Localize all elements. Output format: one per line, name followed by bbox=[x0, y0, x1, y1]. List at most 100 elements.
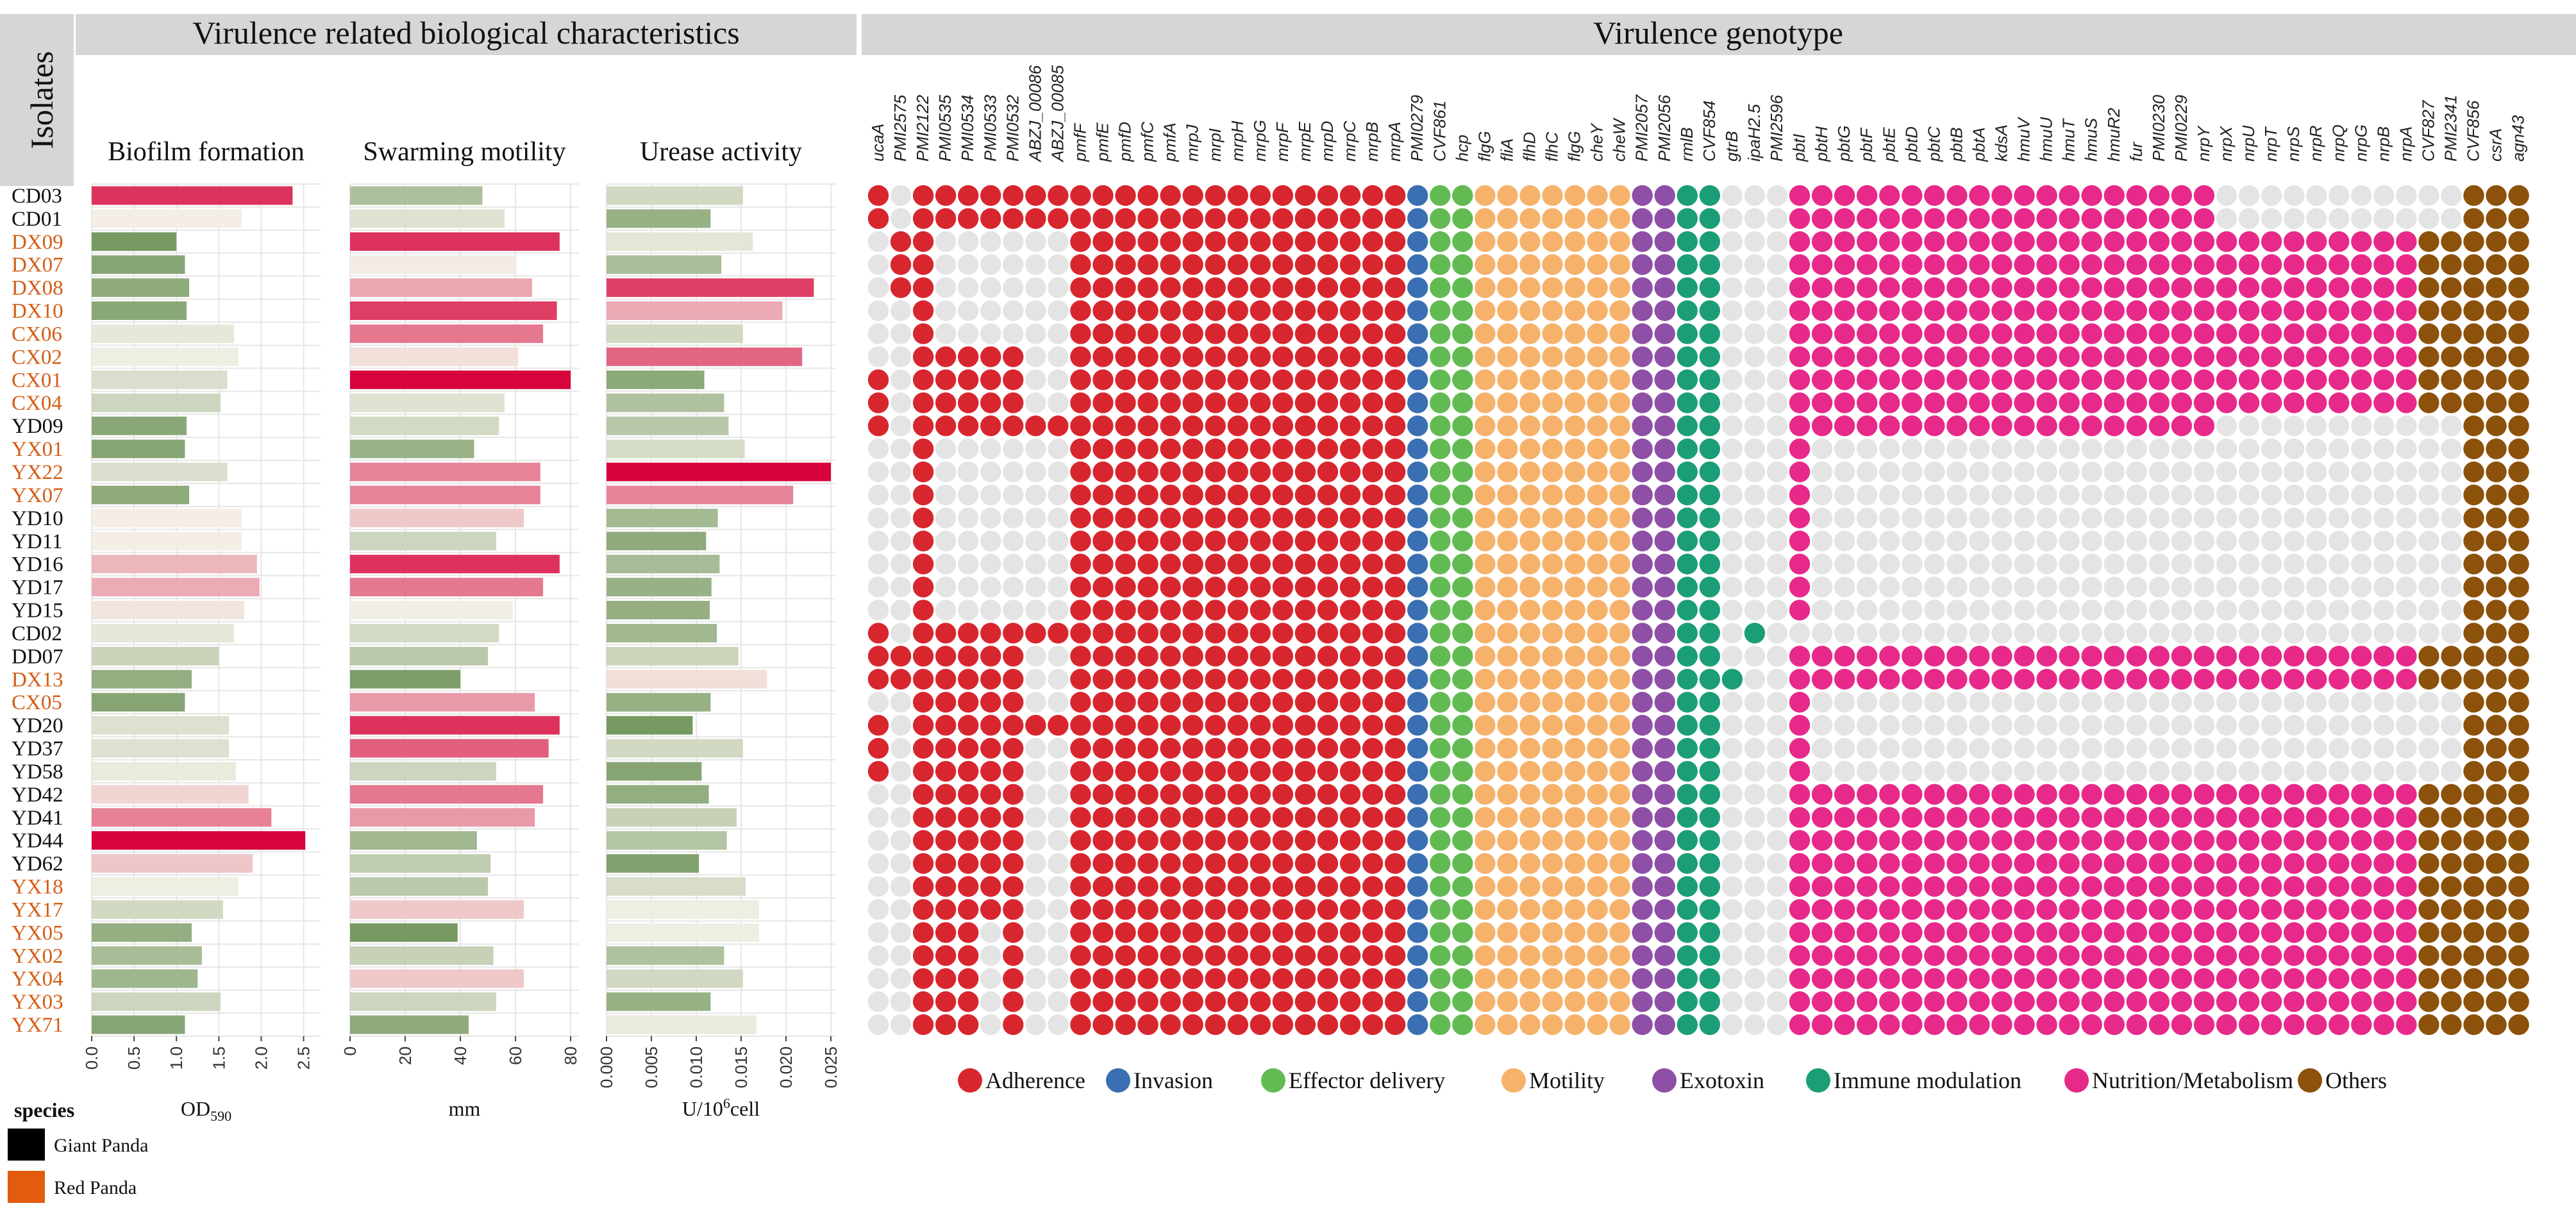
dot-CX06-nrpX bbox=[2216, 323, 2237, 344]
dot-YD10-PMI2596 bbox=[1766, 507, 1788, 529]
dot-CD01-CVF861 bbox=[1430, 208, 1451, 230]
dot-YD16-mrpG bbox=[1250, 553, 1271, 575]
dot-YD10-pbtD bbox=[1902, 507, 1923, 529]
dot-YX22-PMI0534 bbox=[958, 461, 979, 483]
dot-YD16-csrA bbox=[2486, 553, 2507, 575]
dot-YD17-PMI0535 bbox=[935, 576, 957, 598]
dot-YX17-PMI0535 bbox=[935, 899, 957, 920]
dot-CX06-PMI0532 bbox=[1003, 323, 1024, 344]
dot-YD37-PMI2341 bbox=[2441, 737, 2462, 759]
dot-YX03-nrpR bbox=[2306, 991, 2327, 1012]
dot-YD17-hmuV bbox=[2014, 576, 2035, 598]
dot-CX01-ABZJ_00085 bbox=[1048, 369, 1069, 390]
dot-DX10-gtrB bbox=[1721, 300, 1743, 321]
dot-CX01-mrpJ bbox=[1182, 369, 1203, 390]
dot-DX08-PMI0279 bbox=[1407, 277, 1428, 298]
dot-YX07-mrpG bbox=[1250, 484, 1271, 506]
dot-CX01-pbtC bbox=[1924, 369, 1945, 390]
dot-YD62-rmlB bbox=[1677, 853, 1698, 874]
dot-YX05-flgG bbox=[1475, 922, 1496, 943]
x-tick-label: 60 bbox=[506, 1046, 525, 1065]
dot-YX04-mrpA bbox=[1384, 968, 1406, 989]
dot-YD58-pbtD bbox=[1902, 760, 1923, 782]
dot-YD15-PMI0229 bbox=[2171, 600, 2193, 621]
dot-DX08-ABZJ_00086 bbox=[1025, 277, 1046, 298]
dot-YX03-CVF854 bbox=[1699, 991, 1721, 1012]
dot-CX05-flhD bbox=[1519, 692, 1541, 713]
dot-DX13-ipaH2.5 bbox=[1744, 669, 1766, 690]
dot-YD09-rmlB bbox=[1677, 415, 1698, 437]
dot-YD58-flgG bbox=[1564, 760, 1585, 782]
dot-DX08-mrpE bbox=[1294, 277, 1316, 298]
dot-CD02-rmlB bbox=[1677, 623, 1698, 644]
dot-CX04-mrpA bbox=[1384, 392, 1406, 414]
dot-YD37-pbtF bbox=[1857, 737, 1878, 759]
dot-YD15-ipaH2.5 bbox=[1744, 600, 1766, 621]
dot-DX09-flgG bbox=[1475, 231, 1496, 252]
dot-YD17-nrpR bbox=[2306, 576, 2327, 598]
dot-YD42-nrpG bbox=[2351, 784, 2372, 805]
dot-YD62-hmuV bbox=[2014, 853, 2035, 874]
dot-CX02-hmuT bbox=[2059, 346, 2080, 367]
dot-YD44-nrpR bbox=[2306, 830, 2327, 851]
dot-CD02-hmuU bbox=[2036, 623, 2057, 644]
dot-DD07-pbtF bbox=[1857, 646, 1878, 667]
dot-CX01-PMI0535 bbox=[935, 369, 957, 390]
bar-CD02 bbox=[350, 623, 499, 642]
dot-YD62-csrA bbox=[2486, 853, 2507, 874]
bar-CX01 bbox=[350, 370, 571, 389]
gene-label-pmfE: pmfE bbox=[1093, 122, 1112, 162]
dot-CX02-mrpG bbox=[1250, 346, 1271, 367]
dot-DX13-hcp bbox=[1452, 669, 1473, 690]
dot-DX10-mrpH bbox=[1227, 300, 1249, 321]
dot-CD01-PMI0533 bbox=[980, 208, 1001, 230]
dot-DX10-ABZJ_00086 bbox=[1025, 300, 1046, 321]
dot-YD11-nrpR bbox=[2306, 530, 2327, 551]
dot-YX07-fliA bbox=[1497, 484, 1518, 506]
dot-YX17-nrpR bbox=[2306, 899, 2327, 920]
dot-YX18-PMI2596 bbox=[1766, 876, 1788, 897]
dot-CX05-mrpF bbox=[1272, 692, 1294, 713]
dot-YD17-CVF861 bbox=[1430, 576, 1451, 598]
isolate-label-CX02: CX02 bbox=[12, 346, 62, 369]
dot-CD02-hmuT bbox=[2059, 623, 2080, 644]
dot-YX07-nrpS bbox=[2283, 484, 2305, 506]
dot-YX03-ABZJ_00085 bbox=[1048, 991, 1069, 1012]
bar-DX13 bbox=[350, 669, 461, 689]
dot-DX07-pmfA bbox=[1160, 254, 1181, 275]
dot-YX02-fur bbox=[2126, 945, 2147, 966]
dot-YD15-mrpI bbox=[1205, 600, 1226, 621]
dot-YX05-cheY bbox=[1587, 922, 1608, 943]
dot-YD20-nrpR bbox=[2306, 714, 2327, 736]
dot-DX10-PMI0229 bbox=[2171, 300, 2193, 321]
dot-YD58-nrpB bbox=[2373, 760, 2395, 782]
legend-dot-1 bbox=[1106, 1068, 1130, 1093]
dot-DX09-flhD bbox=[1519, 231, 1541, 252]
dot-DD07-mrpJ bbox=[1182, 646, 1203, 667]
dot-YX71-nrpU bbox=[2238, 1014, 2260, 1036]
dot-YX22-flgG bbox=[1475, 461, 1496, 483]
dot-YD62-ABZJ_00086 bbox=[1025, 853, 1046, 874]
dot-YX04-hmuR2 bbox=[2103, 968, 2125, 989]
dot-YD16-PMI0533 bbox=[980, 553, 1001, 575]
dot-CX02-CVF854 bbox=[1699, 346, 1721, 367]
dot-DX08-fliA bbox=[1497, 277, 1518, 298]
dot-CX02-flgG bbox=[1564, 346, 1585, 367]
dot-YX22-PMI0535 bbox=[935, 461, 957, 483]
dot-DX13-kdsA bbox=[1991, 669, 2012, 690]
dot-YX02-PMI0279 bbox=[1407, 945, 1428, 966]
dot-YD15-pmfC bbox=[1137, 600, 1158, 621]
dot-YD58-mrpA bbox=[1384, 760, 1406, 782]
dot-YX07-mrpI bbox=[1205, 484, 1226, 506]
dot-CX02-hmuV bbox=[2014, 346, 2035, 367]
dot-CX01-PMI0229 bbox=[2171, 369, 2193, 390]
dot-YD20-ABZJ_00086 bbox=[1025, 714, 1046, 736]
dot-CX06-mrpC bbox=[1339, 323, 1361, 344]
dot-YD41-ABZJ_00086 bbox=[1025, 807, 1046, 828]
dot-YX22-fliA bbox=[1497, 461, 1518, 483]
x-axis-label: U/106cell bbox=[682, 1095, 760, 1120]
dot-YX22-agn43 bbox=[2508, 461, 2529, 483]
dot-DX07-rmlB bbox=[1677, 254, 1698, 275]
dot-YX05-nrpA bbox=[2396, 922, 2417, 943]
dot-YD15-gtrB bbox=[1721, 600, 1743, 621]
